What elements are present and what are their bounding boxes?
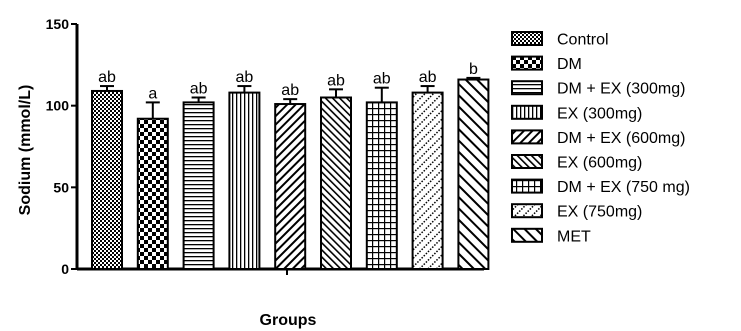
bar-3 (228, 91, 261, 270)
y-axis-title: Sodium (mmol/L) (17, 85, 34, 216)
legend-swatch-6 (511, 178, 543, 194)
x-axis-title: Groups (260, 312, 317, 329)
significance-label-7: ab (419, 69, 437, 86)
legend-swatch-0 (511, 31, 543, 46)
legend-swatch-2 (511, 80, 543, 96)
bar-4 (274, 103, 307, 270)
significance-label-2: ab (190, 81, 208, 98)
bar-8 (457, 78, 490, 270)
significance-label-8: b (469, 61, 478, 78)
bar-7 (411, 91, 444, 270)
significance-label-1: a (148, 85, 157, 102)
legend-swatch-4 (511, 129, 543, 145)
legend-label-2: DM + EX (300mg) (557, 81, 685, 98)
legend-label-3: EX (300mg) (557, 105, 642, 122)
bar-5 (320, 96, 352, 270)
bar-0 (91, 89, 123, 271)
y-tick-label: 150 (46, 16, 70, 32)
legend-swatch-1 (511, 55, 543, 71)
significance-label-6: ab (373, 71, 391, 88)
significance-label-3: ab (236, 69, 254, 86)
bar-6 (365, 101, 398, 271)
bar-1 (136, 117, 169, 270)
legend-label-0: Control (557, 32, 609, 49)
legend-label-7: EX (750mg) (557, 204, 642, 221)
legend-swatch-3 (511, 104, 543, 120)
legend-label-6: DM + EX (750 mg) (557, 179, 690, 196)
bar-2 (182, 101, 215, 271)
legend-label-1: DM (557, 56, 582, 73)
significance-label-5: ab (327, 72, 345, 89)
y-tick-label: 0 (61, 261, 69, 277)
legend-swatch-5 (511, 154, 543, 169)
legend-swatch-8 (511, 227, 543, 243)
legend-label-5: EX (600mg) (557, 155, 642, 172)
legend-swatch-7 (511, 203, 543, 219)
significance-label-4: ab (281, 82, 299, 99)
legend-label-8: MET (557, 228, 591, 245)
legend-label-4: DM + EX (600mg) (557, 130, 685, 147)
y-tick-label: 50 (53, 179, 69, 195)
significance-label-0: ab (98, 69, 116, 86)
y-tick-label: 100 (46, 98, 70, 114)
